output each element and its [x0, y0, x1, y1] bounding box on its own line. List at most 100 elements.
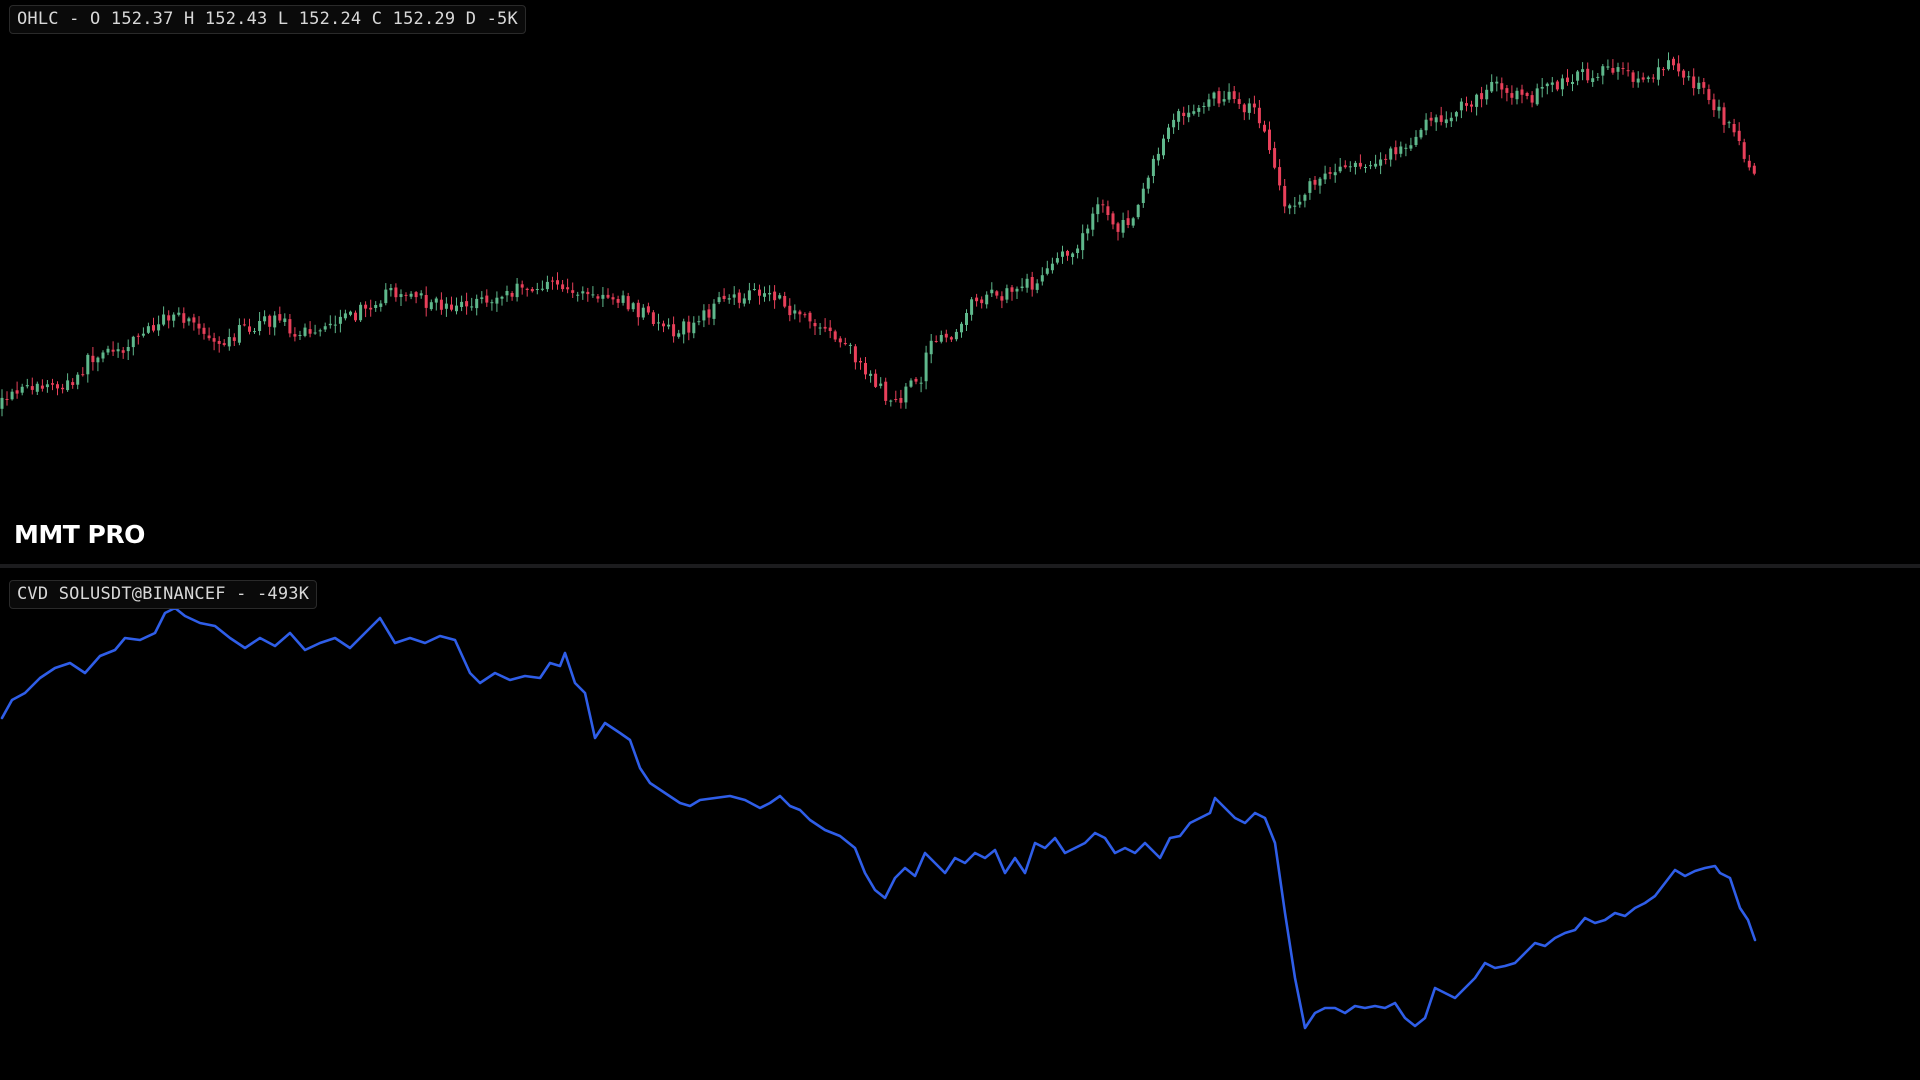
- candle-body: [333, 324, 337, 326]
- candle-body: [702, 310, 706, 321]
- candle-body: [884, 381, 888, 401]
- candle: [1616, 62, 1620, 80]
- candle: [1045, 260, 1049, 276]
- candle: [571, 282, 575, 298]
- candle: [1217, 87, 1221, 108]
- candle-body: [1717, 106, 1721, 111]
- candle-body: [222, 343, 226, 345]
- candle-body: [187, 318, 191, 322]
- candle-body: [1702, 82, 1706, 88]
- candle-body: [1005, 288, 1009, 300]
- candle-body: [465, 301, 469, 307]
- candle-body: [1636, 78, 1640, 83]
- candle: [752, 283, 756, 291]
- candle: [803, 312, 807, 318]
- candle-body: [1308, 181, 1312, 193]
- candle: [131, 335, 135, 356]
- candle-body: [520, 284, 524, 288]
- candle: [1439, 106, 1443, 126]
- candle: [1202, 102, 1206, 114]
- candle: [1707, 84, 1711, 105]
- candle-body: [586, 291, 590, 295]
- candle: [1076, 244, 1080, 259]
- candle: [1576, 70, 1580, 86]
- candle: [162, 306, 166, 327]
- candle: [308, 321, 312, 338]
- candle-body: [1626, 70, 1630, 72]
- candle-body: [1459, 101, 1463, 111]
- candle-body: [273, 315, 277, 328]
- candle-body: [535, 289, 539, 290]
- candle: [712, 299, 716, 326]
- candle: [1323, 165, 1327, 184]
- candle: [525, 287, 529, 297]
- candle-body: [551, 280, 554, 282]
- candle-body: [571, 290, 575, 293]
- candle-body: [1111, 213, 1115, 225]
- candle-body: [242, 324, 246, 326]
- candle-body: [1631, 72, 1635, 82]
- candlestick-chart[interactable]: [0, 0, 1920, 564]
- candle: [1156, 147, 1160, 166]
- candle-body: [1247, 103, 1251, 113]
- candle: [1055, 252, 1059, 265]
- candle: [697, 315, 701, 326]
- candle: [1192, 104, 1196, 116]
- candle: [394, 283, 398, 302]
- candle: [1252, 95, 1256, 114]
- cvd-line-chart[interactable]: [0, 568, 1920, 1080]
- candle-body: [879, 383, 883, 386]
- candle-body: [1732, 124, 1736, 133]
- candle-body: [848, 344, 852, 346]
- candle: [1722, 102, 1726, 133]
- candle: [1535, 83, 1539, 106]
- cvd-series-line: [0, 606, 1757, 1030]
- candle-body: [1050, 263, 1054, 271]
- candle: [1626, 62, 1630, 77]
- cvd-legend: CVD SOLUSDT@BINANCEF - -493K: [9, 580, 318, 609]
- cvd-pane[interactable]: [0, 568, 1920, 1080]
- candle-body: [621, 295, 625, 303]
- candle-body: [167, 315, 171, 321]
- candle: [121, 347, 125, 359]
- pane-divider[interactable]: [0, 564, 1920, 568]
- candle: [667, 318, 671, 330]
- candle: [1459, 98, 1463, 119]
- candle: [111, 341, 115, 356]
- candle: [25, 378, 29, 389]
- candle-body: [965, 313, 968, 325]
- candle: [1141, 182, 1145, 208]
- candle-body: [1116, 223, 1120, 232]
- candle: [646, 302, 650, 315]
- candle: [0, 389, 4, 417]
- candle-body: [116, 349, 120, 352]
- candle-body: [197, 323, 201, 329]
- price-pane[interactable]: [0, 0, 1920, 564]
- candle-body: [1101, 204, 1105, 206]
- candle: [707, 304, 711, 325]
- brand-watermark: MMT PRO: [14, 520, 145, 549]
- candle: [551, 276, 554, 290]
- candle: [318, 328, 322, 337]
- candle-body: [1712, 99, 1716, 111]
- candle: [1641, 72, 1645, 83]
- candle: [1651, 74, 1655, 83]
- candle: [859, 357, 862, 370]
- candle: [434, 296, 438, 311]
- candle: [1182, 106, 1186, 125]
- candle-body: [838, 338, 842, 343]
- candle: [657, 313, 660, 331]
- candle-body: [1591, 78, 1595, 82]
- candle: [45, 380, 49, 393]
- candle: [293, 327, 297, 342]
- candle: [828, 320, 832, 339]
- candle: [515, 278, 519, 302]
- candle: [1050, 257, 1054, 274]
- candle: [157, 315, 161, 336]
- candle: [263, 310, 267, 325]
- candle-body: [803, 314, 807, 316]
- candle: [970, 297, 974, 321]
- candle-body: [960, 323, 963, 333]
- candle: [1560, 74, 1564, 97]
- candle-body: [126, 347, 130, 352]
